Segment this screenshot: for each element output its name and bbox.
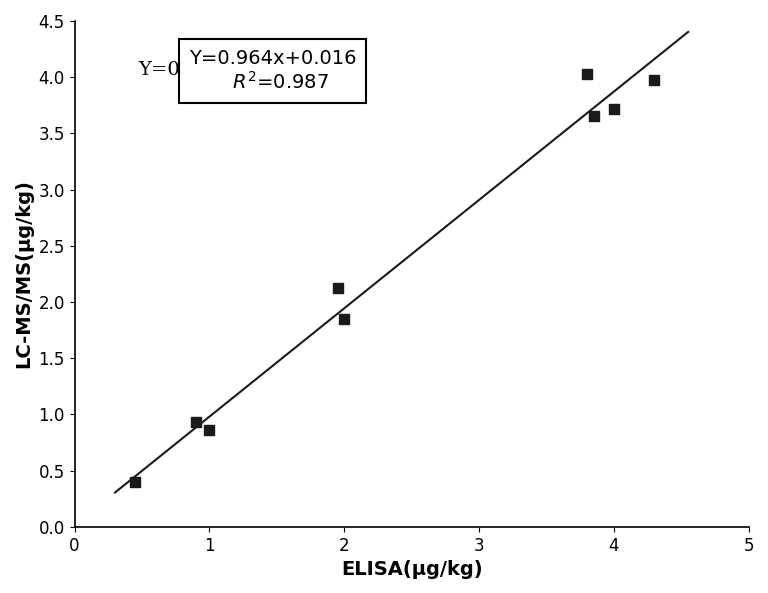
Point (331, 283, 343, 293)
Point (338, 314, 350, 324)
Y-axis label: LC-MS/MS(μg/kg): LC-MS/MS(μg/kg) (14, 180, 33, 368)
Point (581, 69, 593, 78)
Point (204, 425, 216, 435)
X-axis label: ELISA(μg/kg): ELISA(μg/kg) (341, 560, 482, 579)
Text: Y=0.964x+0.016
       $R^2$=0.987: Y=0.964x+0.016 $R^2$=0.987 (189, 49, 356, 93)
Point (588, 111, 600, 121)
Point (190, 417, 202, 427)
Point (648, 76, 660, 85)
Point (607, 104, 620, 113)
Text: Y=0.964x+0.016: Y=0.964x+0.016 (139, 61, 307, 79)
Point (129, 477, 141, 487)
